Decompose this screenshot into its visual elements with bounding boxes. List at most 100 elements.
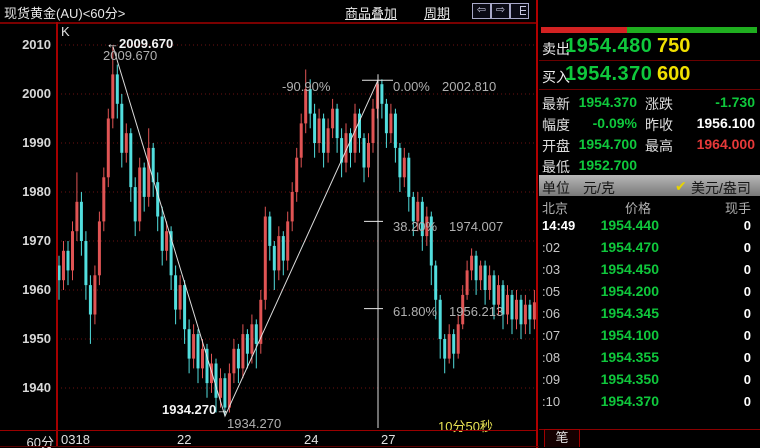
tick-row: :06 1954.345 0 xyxy=(539,302,760,324)
y-axis-tick: 1940 xyxy=(22,380,51,395)
tick-time: :05 xyxy=(542,284,561,299)
tick-time: :06 xyxy=(542,306,561,321)
next-arrow-icon[interactable]: ⇨ xyxy=(491,3,510,19)
tick-volume: 0 xyxy=(743,328,751,343)
stat-label: 最高 xyxy=(645,138,673,154)
bottom-frame-line xyxy=(0,446,760,447)
tick-price: 1954.345 xyxy=(600,305,659,321)
tick-volume: 0 xyxy=(743,262,751,277)
separator xyxy=(539,60,760,61)
check-icon: ✔ xyxy=(675,178,687,194)
chart-toolbar: 现货黄金(AU)<60分> 商品叠加 周期 ⇦ ⇨ xyxy=(0,0,537,24)
quote-panel: 卖出 1954.480 750 买入 1954.370 600 最新 1954.… xyxy=(539,0,760,448)
tick-row: :05 1954.200 0 xyxy=(539,280,760,302)
stat-value: 1964.000 xyxy=(696,136,755,152)
unit-option-yuan-gram[interactable]: 元/克 xyxy=(583,180,615,196)
sell-price: 1954.480 xyxy=(565,35,653,57)
unit-option-usd-oz[interactable]: 美元/盎司 xyxy=(691,180,751,196)
x-axis-tick: 27 xyxy=(381,432,396,447)
sell-label: 卖出 xyxy=(542,41,570,57)
stat-label: 最新 xyxy=(542,96,570,112)
stat-label: 涨跌 xyxy=(645,96,673,112)
unit-label: 单位 xyxy=(542,180,570,196)
stats-row: 最新 1954.370 涨跌 -1.730 xyxy=(539,91,760,112)
sell-ratio-segment xyxy=(541,27,628,33)
tick-row: 14:49 1954.440 0 xyxy=(539,214,760,236)
tick-price: 1954.450 xyxy=(600,261,659,277)
stat-value: -1.730 xyxy=(715,94,755,110)
y-axis-tick: 1950 xyxy=(22,331,51,346)
tick-time: :07 xyxy=(542,328,561,343)
chart-annotation: 61.80% xyxy=(393,304,438,319)
chart-annotation: 1934.270 xyxy=(227,416,282,431)
buy-ratio-segment xyxy=(627,27,757,33)
prev-arrow-icon[interactable]: ⇦ xyxy=(472,3,491,19)
tick-price: 1954.100 xyxy=(600,327,659,343)
tick-volume: 0 xyxy=(743,284,751,299)
chart-annotation: 38.20% xyxy=(393,219,438,234)
menu-overlay[interactable]: 商品叠加 xyxy=(345,6,398,21)
tick-time: :02 xyxy=(542,240,561,255)
stat-value: 1954.370 xyxy=(578,94,637,110)
buy-volume: 600 xyxy=(657,63,691,85)
tick-price: 1954.355 xyxy=(600,349,659,365)
split-window-icon[interactable] xyxy=(510,3,529,19)
chart-title: 现货黄金(AU)<60分> xyxy=(4,6,126,21)
tick-time: :10 xyxy=(542,394,561,409)
tick-volume: 0 xyxy=(743,394,751,409)
tick-price: 1954.200 xyxy=(600,283,659,299)
chart-annotation: 1974.007 xyxy=(449,219,504,234)
chart-annotation: 1934.270→ xyxy=(162,402,230,417)
tick-time: :03 xyxy=(542,262,561,277)
tick-row: :09 1954.350 0 xyxy=(539,368,760,390)
tick-price: 1954.470 xyxy=(600,239,659,255)
tick-table: 14:49 1954.440 0:02 1954.470 0:03 1954.450 0:0… xyxy=(539,214,760,412)
tick-row: :02 1954.470 0 xyxy=(539,236,760,258)
tick-volume: 0 xyxy=(743,240,751,255)
chart-annotation: 1956.213 xyxy=(449,304,504,319)
y-axis-tick: 2010 xyxy=(22,37,51,52)
x-axis-tick: 0318 xyxy=(61,432,90,447)
unit-selector-row: 单位 元/克 ✔ 美元/盎司 xyxy=(539,175,760,196)
stat-value: 1952.700 xyxy=(578,157,637,173)
y-axis-tick: 1990 xyxy=(22,135,51,150)
tick-time: :09 xyxy=(542,372,561,387)
buy-quote-row: 买入 1954.370 600 xyxy=(539,61,760,89)
stat-label: 幅度 xyxy=(542,117,570,133)
tick-price: 1954.370 xyxy=(600,393,659,409)
x-axis-tick: 24 xyxy=(304,432,319,447)
stat-value: 1954.700 xyxy=(578,136,637,152)
stat-value: -0.09% xyxy=(592,115,637,131)
y-axis-tick: 1960 xyxy=(22,282,51,297)
sell-quote-row: 卖出 1954.480 750 xyxy=(539,33,760,61)
tick-volume: 0 xyxy=(743,218,751,233)
stats-row: 幅度 -0.09% 昨收 1956.100 xyxy=(539,112,760,133)
chart-annotation: 0.00% xyxy=(393,79,430,94)
tick-price: 1954.440 xyxy=(600,217,659,233)
stat-label: 开盘 xyxy=(542,138,570,154)
tab-tick-list[interactable]: 笔 xyxy=(544,429,580,447)
x-axis-line xyxy=(0,430,537,431)
tick-row: :10 1954.370 0 xyxy=(539,390,760,412)
col-header-price: 价格 xyxy=(625,201,652,216)
buy-label: 买入 xyxy=(542,69,570,85)
tick-time: 14:49 xyxy=(542,218,576,233)
chart-annotation: 2002.810 xyxy=(442,79,497,94)
chart-annotation: 2009.670 xyxy=(103,48,158,63)
buy-price: 1954.370 xyxy=(565,63,653,85)
col-header-vol: 现手 xyxy=(725,201,752,216)
tick-price: 1954.350 xyxy=(600,371,659,387)
y-axis-line xyxy=(56,22,58,447)
x-axis-tick: 22 xyxy=(177,432,192,447)
tick-row: :08 1954.355 0 xyxy=(539,346,760,368)
col-header-time: 北京 xyxy=(542,201,569,216)
chart-annotation: 10分50秒 xyxy=(438,419,493,434)
buy-sell-ratio-bar xyxy=(541,27,757,33)
menu-period[interactable]: 周期 xyxy=(424,6,451,21)
period-label: 60分 xyxy=(26,435,54,448)
tick-row: :03 1954.450 0 xyxy=(539,258,760,280)
panel-divider xyxy=(536,0,538,448)
separator xyxy=(539,89,760,90)
stat-value: 1956.100 xyxy=(696,115,755,131)
tick-volume: 0 xyxy=(743,350,751,365)
